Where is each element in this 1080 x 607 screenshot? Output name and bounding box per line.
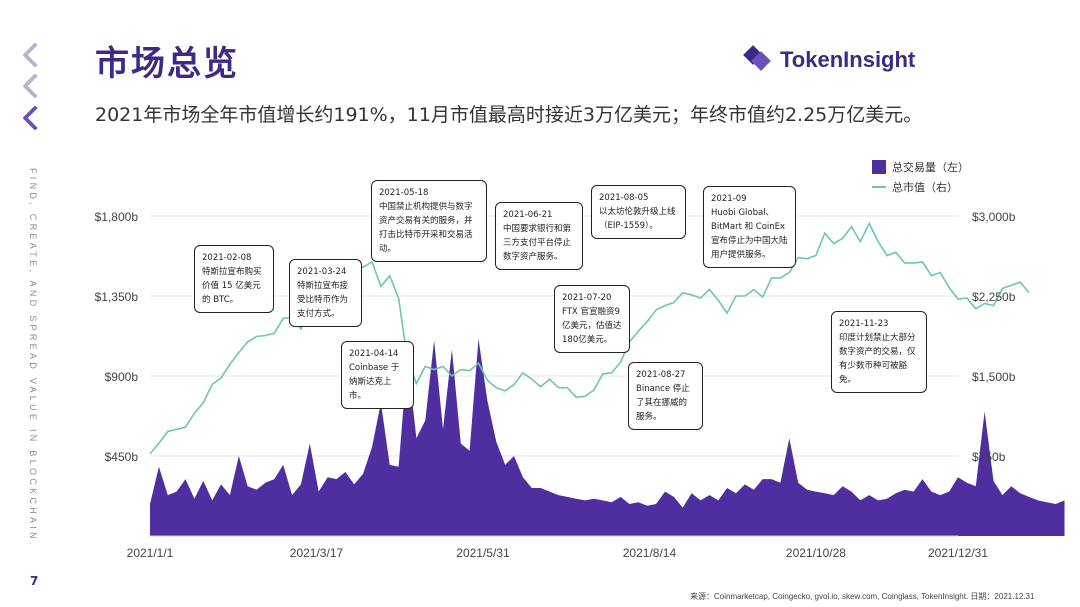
annotation-date: 2021-08-27	[636, 370, 686, 380]
annotation-2021-05-18: 2021-05-18 中国禁止机构提供与数字资产交易有关的服务，并打击比特币开采…	[371, 180, 487, 262]
x-tick-label: 2021/1/1	[127, 546, 174, 560]
source-note: 来源：Coinmarketcap, Coingecko, gvol.io, sk…	[690, 592, 1035, 601]
annotation-date: 2021-09	[711, 194, 747, 204]
annotation-date: 2021-07-20	[562, 293, 612, 303]
y-left-tick-label: $1,350b	[95, 290, 139, 304]
legend-label-market-cap: 总市值（右）	[892, 181, 958, 194]
annotation-text: 中国要求银行和第三方支付平台停止数字资产服务。	[503, 224, 572, 262]
legend-item-market-cap: 总市值（右）	[872, 177, 969, 197]
annotation-date: 2021-04-14	[349, 349, 399, 359]
x-tick-label: 2021/3/17	[290, 546, 344, 560]
y-left-tick-label: $900b	[105, 370, 139, 384]
y-right-tick-label: $750b	[972, 450, 1006, 464]
page-title: 市场总览	[95, 44, 239, 84]
annotation-text: 中国禁止机构提供与数字资产交易有关的服务，并打击比特币开采和交易活动。	[379, 202, 473, 254]
annotation-text: FTX 官宣融资9亿美元，估值达180亿美元。	[562, 307, 622, 345]
annotation-text: Coinbase 于纳斯达克上市。	[349, 363, 400, 401]
legend-swatch-volume	[872, 160, 886, 174]
annotation-date: 2021-06-21	[503, 210, 553, 220]
annotation-text: 特斯拉宣布接受比特币作为支付方式。	[297, 281, 349, 319]
annotation-text: 以太坊伦敦升级上线（EIP-1559）。	[599, 207, 676, 231]
annotation-2021-11-23: 2021-11-23 印度计划禁止大部分数字资产的交易，仅有少数币种可被豁免。	[831, 311, 927, 393]
brand-logo: TokenInsight	[742, 44, 915, 76]
legend-label-volume: 总交易量（左）	[892, 161, 969, 174]
tokeninsight-logo-icon	[743, 45, 771, 71]
annotation-text: 印度计划禁止大部分数字资产的交易，仅有少数币种可被豁免。	[839, 333, 916, 385]
annotation-text: 特斯拉宣布购买价值 15 亿美元的 BTC。	[202, 267, 262, 305]
y-left-tick-label: $450b	[105, 450, 139, 464]
annotation-2021-03-24: 2021-03-24 特斯拉宣布接受比特币作为支付方式。	[289, 259, 362, 327]
annotation-date: 2021-03-24	[297, 267, 347, 277]
page-number: 7	[30, 574, 39, 588]
annotation-text: Huobi Global、BitMart 和 CoinEx 宣布停止为中国大陆用…	[711, 208, 788, 260]
annotation-2021-07-20: 2021-07-20 FTX 官宣融资9亿美元，估值达180亿美元。	[554, 285, 630, 353]
x-tick-label: 2021/10/28	[786, 546, 846, 560]
legend-item-volume: 总交易量（左）	[872, 157, 969, 177]
annotation-date: 2021-02-08	[202, 253, 252, 263]
x-tick-label: 2021/12/31	[928, 546, 988, 560]
annotation-2021-06-21: 2021-06-21 中国要求银行和第三方支付平台停止数字资产服务。	[495, 202, 583, 270]
annotation-date: 2021-08-05	[599, 193, 649, 203]
chart-legend: 总交易量（左） 总市值（右）	[872, 157, 969, 197]
y-left-tick-label: $1,800b	[95, 210, 139, 224]
slogan-vertical: FIND, CREATE, AND SPREAD VALUE IN BLOCKC…	[28, 168, 38, 548]
volume-area	[150, 338, 1065, 536]
legend-swatch-market-cap	[872, 186, 886, 188]
x-tick-label: 2021/8/14	[623, 546, 677, 560]
y-right-tick-label: $3,000b	[972, 210, 1016, 224]
annotation-2021-09: 2021-09 Huobi Global、BitMart 和 CoinEx 宣布…	[703, 186, 796, 268]
logo-text: TokenInsight	[780, 47, 916, 72]
annotation-2021-08-27: 2021-08-27 Binance 停止了其在挪威的服务。	[628, 362, 703, 430]
annotation-text: Binance 停止了其在挪威的服务。	[636, 384, 690, 422]
annotation-2021-04-14: 2021-04-14 Coinbase 于纳斯达克上市。	[341, 341, 414, 409]
x-tick-label: 2021/5/31	[456, 546, 510, 560]
annotation-date: 2021-11-23	[839, 319, 889, 329]
annotation-date: 2021-05-18	[379, 188, 429, 198]
y-right-tick-label: $1,500b	[972, 370, 1016, 384]
annotation-2021-08-05: 2021-08-05 以太坊伦敦升级上线（EIP-1559）。	[591, 185, 686, 239]
y-right-tick-label: $2,250b	[972, 290, 1016, 304]
page-subtitle: 2021年市场全年市值增长约191%，11月市值最高时接近3万亿美元；年终市值约…	[95, 104, 923, 126]
annotation-2021-02-08: 2021-02-08 特斯拉宣布购买价值 15 亿美元的 BTC。	[194, 245, 274, 313]
